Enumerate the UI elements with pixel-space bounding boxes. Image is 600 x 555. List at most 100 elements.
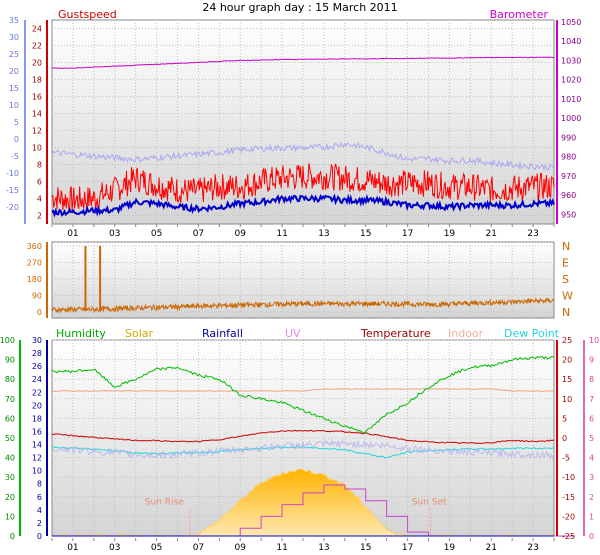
x-tick-label: 01	[67, 229, 78, 239]
compass-label: E	[562, 257, 569, 270]
temperature-tick-label: 20	[562, 356, 572, 365]
humidity-tick-label: 80	[5, 375, 15, 384]
series-temperature	[51, 429, 555, 444]
outer-left-tick-label: -5	[11, 152, 19, 161]
legend-solar: Solar	[125, 327, 154, 340]
x-tick-label: 21	[486, 229, 497, 239]
humidity-tick-label: 40	[5, 454, 15, 463]
outer-left-tick-label: 10	[9, 101, 19, 110]
left-tick-label: 6	[37, 178, 42, 187]
outer-left-tick-label: -10	[6, 169, 19, 178]
legend-barometer: Barometer	[490, 8, 549, 21]
rainfall-tick-label: 8	[37, 480, 42, 489]
left-tick-label: 14	[32, 110, 42, 119]
right-tick-label: 970	[561, 172, 576, 181]
x-tick-label: 17	[402, 543, 413, 553]
humidity-tick-label: 0	[10, 532, 15, 541]
wind-panel-series	[51, 56, 555, 218]
x-tick-label: 17	[402, 229, 413, 239]
uv-tick-label: 0	[589, 532, 594, 541]
uv-tick-label: 6	[589, 414, 594, 423]
series-barometer	[51, 56, 555, 69]
outer-left-tick-label: 35	[9, 16, 19, 25]
outer-left-tick-label: 5	[14, 118, 19, 127]
rainfall-tick-label: 10	[32, 467, 42, 476]
right-tick-label: 1000	[561, 114, 581, 123]
rainfall-tick-label: 22	[32, 388, 42, 397]
legend-humidity: Humidity	[56, 327, 106, 340]
right-tick-label: 1020	[561, 76, 581, 85]
temperature-tick-label: 5	[562, 414, 567, 423]
humidity-tick-label: 90	[5, 356, 15, 365]
series-gustspeed	[51, 163, 555, 213]
rainfall-tick-label: 12	[32, 454, 42, 463]
x-tick-label: 09	[235, 229, 247, 239]
uv-tick-label: 3	[589, 473, 594, 482]
uv-tick-label: 7	[589, 395, 594, 404]
temperature-tick-label: -5	[562, 454, 570, 463]
x-tick-label: 23	[527, 543, 538, 553]
rainfall-tick-label: 26	[32, 362, 42, 371]
temperature-tick-label: -20	[562, 512, 575, 521]
sunrise-label: Sun Rise	[145, 498, 184, 508]
right-tick-label: 1040	[561, 37, 581, 46]
series-dew-point	[51, 141, 555, 172]
x-tick-label: 13	[318, 229, 329, 239]
right-tick-label: 960	[561, 191, 576, 200]
left-tick-label: 20	[32, 59, 42, 68]
x-tick-label: 05	[151, 229, 162, 239]
right-tick-label: 1030	[561, 56, 581, 65]
x-tick-label: 09	[235, 543, 247, 553]
temperature-tick-label: 10	[562, 395, 572, 404]
x-tick-label: 11	[276, 543, 287, 553]
left-tick-label: 12	[32, 127, 42, 136]
x-tick-label: 15	[360, 543, 371, 553]
rainfall-tick-label: 30	[32, 336, 42, 345]
left-tick-label: 4	[37, 195, 42, 204]
series-dew-point-trace	[51, 439, 555, 460]
rainfall-tick-label: 16	[32, 427, 42, 436]
compass-label: W	[562, 290, 573, 303]
rainfall-tick-label: 18	[32, 414, 42, 423]
right-tick-label: 980	[561, 153, 576, 162]
humidity-tick-label: 70	[5, 395, 15, 404]
temperature-tick-label: 15	[562, 375, 572, 384]
legend-dewpoint: Dew Point	[504, 327, 560, 340]
right-tick-label: 950	[561, 210, 576, 219]
x-tick-label: 07	[193, 543, 204, 553]
weather-panel-axes: 0102030405060708090100024681012141618202…	[0, 336, 599, 553]
rainfall-tick-label: 0	[37, 532, 42, 541]
temperature-tick-label: -10	[562, 473, 575, 482]
rainfall-tick-label: 28	[32, 349, 42, 358]
left-tick-label: 24	[32, 25, 42, 34]
uv-tick-label: 10	[589, 336, 599, 345]
direction-tick-label: 360	[27, 242, 42, 251]
outer-left-tick-label: 15	[9, 84, 19, 93]
humidity-tick-label: 50	[5, 434, 15, 443]
right-tick-label: 1010	[561, 95, 581, 104]
humidity-tick-label: 30	[5, 473, 15, 482]
series-wind-speed	[51, 193, 555, 218]
temperature-tick-label: 25	[562, 336, 572, 345]
legend-gustspeed: Gustspeed	[58, 8, 117, 21]
x-tick-label: 21	[486, 543, 497, 553]
weather-panel-series: Sun Rise Sun Set	[51, 355, 575, 537]
humidity-tick-label: 100	[0, 336, 15, 345]
direction-panel-series	[51, 246, 555, 314]
series-humidity	[51, 355, 555, 434]
compass-label: S	[562, 273, 569, 286]
series-dew-point	[51, 446, 555, 459]
direction-tick-label: 90	[32, 292, 42, 301]
uv-tick-label: 1	[589, 512, 594, 521]
left-tick-label: 22	[32, 42, 42, 51]
series-indoor	[52, 388, 555, 392]
rainfall-tick-label: 6	[37, 493, 42, 502]
legend-uv: UV	[285, 327, 301, 340]
uv-tick-label: 5	[589, 434, 594, 443]
compass-label: N	[562, 306, 570, 319]
x-tick-label: 13	[318, 543, 329, 553]
uv-tick-label: 9	[589, 356, 594, 365]
rainfall-tick-label: 14	[32, 441, 42, 450]
